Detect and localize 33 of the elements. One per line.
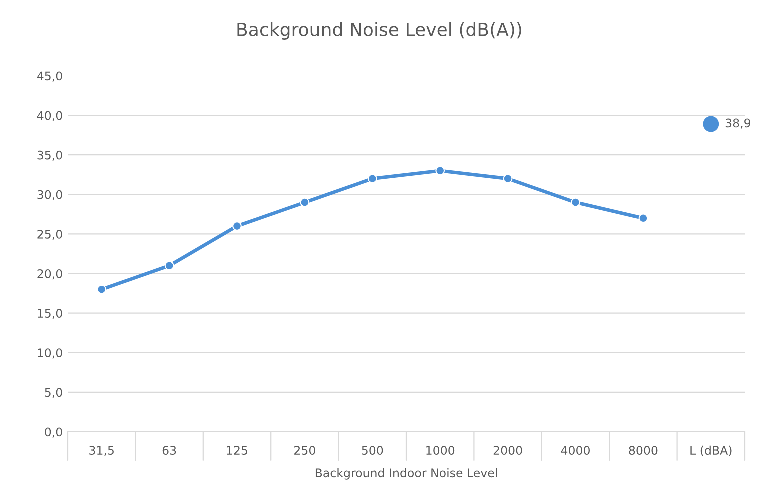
data-label: 38,9 (726, 118, 750, 129)
point (571, 198, 580, 208)
x-tick-label: 4000 (561, 446, 590, 456)
y-tick-label: 10,0 (38, 348, 62, 359)
y-tick-label: 5,0 (45, 388, 62, 398)
point (503, 174, 513, 184)
x-tick-label: 31,5 (90, 446, 114, 456)
chart-title: Background Noise Level (dB(A)) (238, 22, 522, 40)
x-tick-label: 250 (294, 446, 316, 456)
point (368, 174, 378, 184)
point (97, 284, 107, 294)
y-tick-label: 15,0 (38, 309, 62, 320)
x-tick-label: 8000 (629, 446, 658, 456)
y-tick-label: 45,0 (37, 72, 62, 82)
x-axis-title: Background Indoor Noise Level (316, 468, 498, 480)
y-tick-label: 40,0 (37, 111, 62, 122)
x-tick-label: 500 (362, 446, 384, 456)
y-tick-label: 35,0 (38, 150, 62, 161)
point (164, 261, 174, 271)
x-tick-label: 2000 (494, 446, 522, 456)
y-tick-label: 20,0 (38, 270, 62, 280)
point (436, 166, 446, 176)
point (232, 222, 242, 231)
point (300, 198, 310, 208)
point (703, 116, 720, 132)
x-tick-label: 63 (162, 446, 176, 456)
y-tick-label: 0,0 (45, 428, 62, 438)
x-tick-label: 1000 (426, 446, 455, 456)
point (638, 214, 648, 224)
x-tick-label: 125 (227, 446, 248, 456)
y-tick-label: 25,0 (38, 230, 62, 240)
x-tick-label: L (dBA) (690, 446, 732, 456)
y-tick-label: 30,0 (38, 190, 62, 201)
